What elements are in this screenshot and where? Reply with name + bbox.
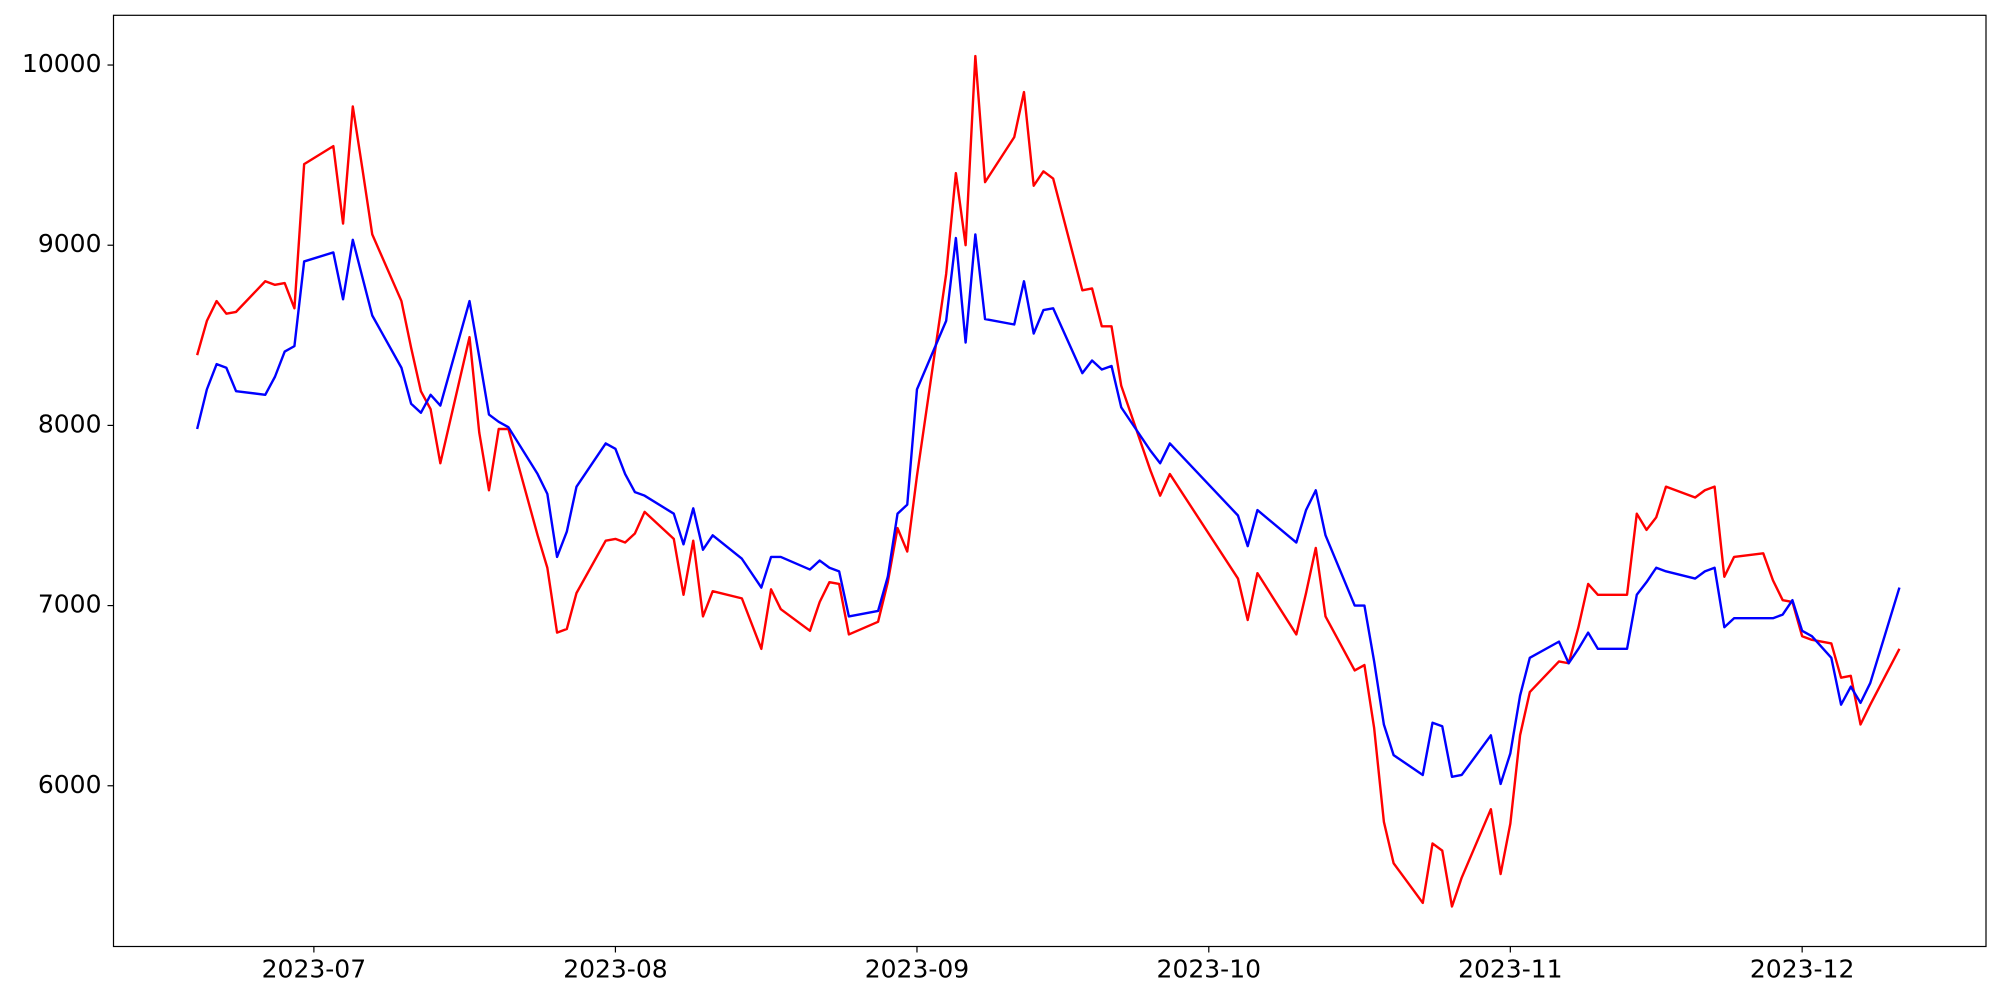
x-tick-label: 2023-12 (1750, 955, 1854, 984)
y-tick-label: 9000 (38, 229, 102, 258)
y-tick-label: 8000 (38, 409, 102, 438)
x-tick-label: 2023-07 (262, 955, 366, 984)
line-series (195, 54, 1901, 908)
x-tick-label: 2023-11 (1458, 955, 1562, 984)
y-tick-label: 6000 (38, 770, 102, 799)
x-tick-label: 2023-09 (865, 955, 969, 984)
line-series (195, 233, 1901, 786)
y-tick-label: 10000 (22, 49, 102, 78)
y-tick-label: 7000 (38, 590, 102, 619)
x-tick-label: 2023-08 (563, 955, 667, 984)
plot-frame (112, 14, 1987, 948)
x-tick-label: 2023-10 (1157, 955, 1261, 984)
